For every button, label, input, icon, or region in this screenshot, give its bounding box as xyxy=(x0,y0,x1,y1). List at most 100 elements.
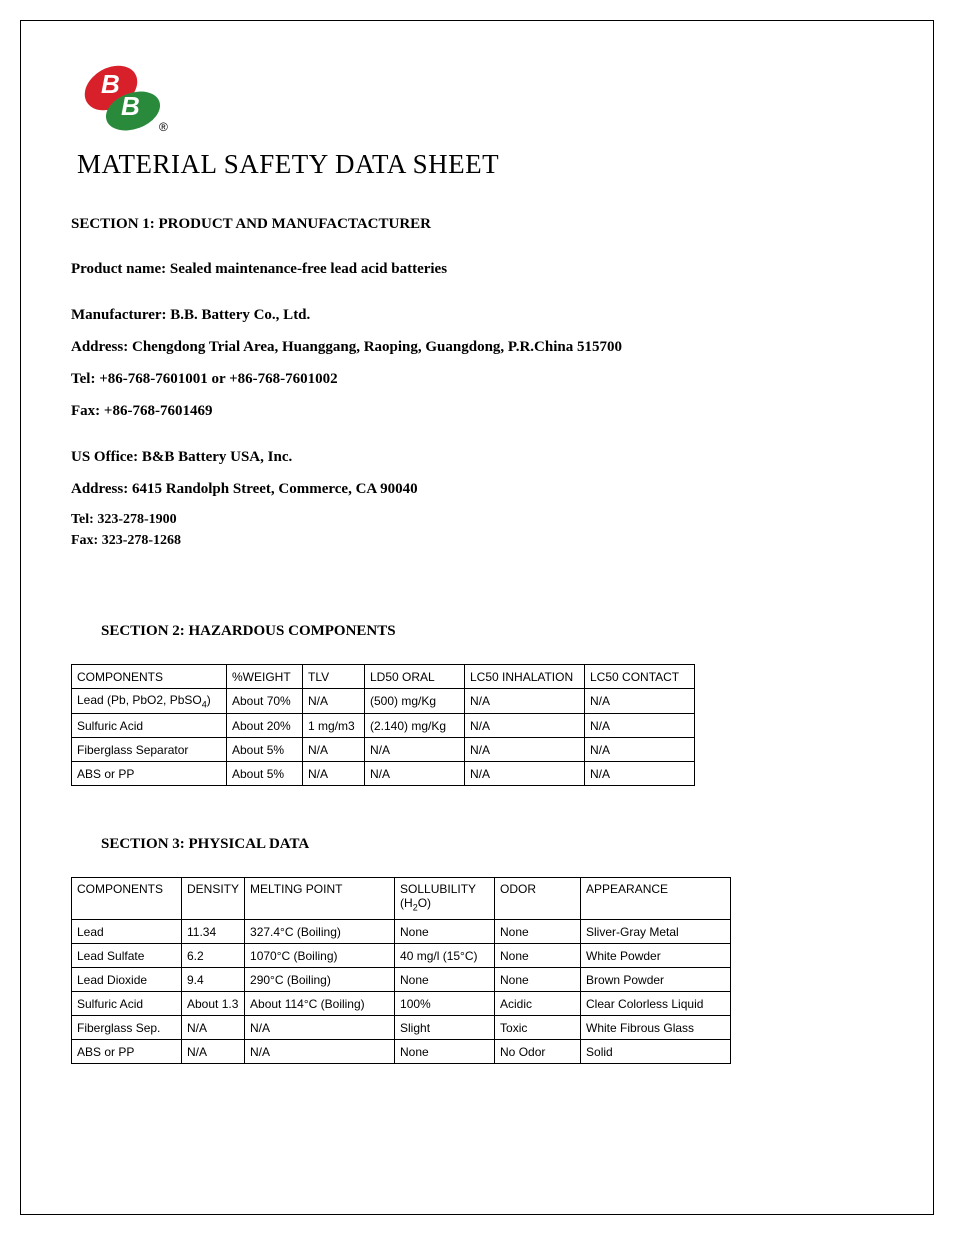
table-cell: About 5% xyxy=(227,762,303,786)
table-header-cell: LC50 INHALATION xyxy=(465,665,585,689)
table-cell: None xyxy=(395,1040,495,1064)
table-header-cell: LC50 CONTACT xyxy=(585,665,695,689)
table-row: Lead Dioxide9.4290°C (Boiling)NoneNoneBr… xyxy=(72,968,731,992)
table-cell: N/A xyxy=(182,1040,245,1064)
table-row: Sulfuric AcidAbout 1.3About 114°C (Boili… xyxy=(72,992,731,1016)
section-3-title: SECTION 3: PHYSICAL DATA xyxy=(101,836,883,853)
table-cell: 9.4 xyxy=(182,968,245,992)
table-cell: Sulfuric Acid xyxy=(72,992,182,1016)
table-cell: None xyxy=(495,968,581,992)
product-name-value: Sealed maintenance-free lead acid batter… xyxy=(170,261,447,277)
us-office-block: US Office: B&B Battery USA, Inc. Address… xyxy=(71,445,883,551)
us-address-value: 6415 Randolph Street, Commerce, CA 90040 xyxy=(132,481,418,497)
table-cell: N/A xyxy=(303,762,365,786)
table-cell: N/A xyxy=(365,738,465,762)
table-cell: N/A xyxy=(465,762,585,786)
table-cell: Sliver-Gray Metal xyxy=(581,920,731,944)
table-header-cell: SOLLUBILITY(H2O) xyxy=(395,878,495,920)
table-cell: Clear Colorless Liquid xyxy=(581,992,731,1016)
table-cell: White Fibrous Glass xyxy=(581,1016,731,1040)
product-name-line: Product name: Sealed maintenance-free le… xyxy=(71,257,883,281)
manufacturer-line: Manufacturer: B.B. Battery Co., Ltd. xyxy=(71,303,883,327)
bb-logo-icon: B B ® xyxy=(77,61,177,143)
table-cell: About 70% xyxy=(227,689,303,714)
us-tel-label: Tel: xyxy=(71,512,97,527)
table-cell: About 1.3 xyxy=(182,992,245,1016)
us-office-value: B&B Battery USA, Inc. xyxy=(142,449,292,465)
table-header-cell: APPEARANCE xyxy=(581,878,731,920)
table-cell: N/A xyxy=(465,738,585,762)
fax-label: Fax: xyxy=(71,403,104,419)
table-cell: ABS or PP xyxy=(72,762,227,786)
table-cell: N/A xyxy=(365,762,465,786)
us-address-line: Address: 6415 Randolph Street, Commerce,… xyxy=(71,477,883,501)
table-cell: 290°C (Boiling) xyxy=(245,968,395,992)
table-cell: N/A xyxy=(465,689,585,714)
us-tel-line: Tel: 323-278-1900 xyxy=(71,509,883,530)
table-cell: 1070°C (Boiling) xyxy=(245,944,395,968)
us-office-line: US Office: B&B Battery USA, Inc. xyxy=(71,445,883,469)
table-header-cell: %WEIGHT xyxy=(227,665,303,689)
table-cell: White Powder xyxy=(581,944,731,968)
table-row: ABS or PPN/AN/ANoneNo OdorSolid xyxy=(72,1040,731,1064)
table-cell: N/A xyxy=(585,738,695,762)
table-row: Lead Sulfate6.21070°C (Boiling)40 mg/l (… xyxy=(72,944,731,968)
table-header-cell: TLV xyxy=(303,665,365,689)
table-cell: None xyxy=(495,944,581,968)
table-cell: N/A xyxy=(585,714,695,738)
section-2-table-wrap: COMPONENTS%WEIGHTTLVLD50 ORALLC50 INHALA… xyxy=(71,664,883,786)
table-cell: Fiberglass Sep. xyxy=(72,1016,182,1040)
us-office-label: US Office: xyxy=(71,449,142,465)
logo: B B ® xyxy=(77,61,883,143)
product-name-block: Product name: Sealed maintenance-free le… xyxy=(71,257,883,281)
table-header-cell: MELTING POINT xyxy=(245,878,395,920)
svg-text:B: B xyxy=(121,91,140,121)
table-cell: About 5% xyxy=(227,738,303,762)
page-border: B B ® MATERIAL SAFETY DATA SHEET SECTION… xyxy=(20,20,934,1215)
table-cell: About 20% xyxy=(227,714,303,738)
address-value: Chengdong Trial Area, Huanggang, Raoping… xyxy=(132,339,622,355)
product-name-label: Product name: xyxy=(71,261,170,277)
table-cell: 327.4°C (Boiling) xyxy=(245,920,395,944)
table-cell: None xyxy=(395,968,495,992)
table-cell: N/A xyxy=(245,1040,395,1064)
table-cell: 6.2 xyxy=(182,944,245,968)
table-cell: Fiberglass Separator xyxy=(72,738,227,762)
address-label: Address: xyxy=(71,339,132,355)
table-cell: Solid xyxy=(581,1040,731,1064)
table-cell: Lead Sulfate xyxy=(72,944,182,968)
table-cell: Toxic xyxy=(495,1016,581,1040)
table-header-row: COMPONENTS%WEIGHTTLVLD50 ORALLC50 INHALA… xyxy=(72,665,695,689)
table-header-cell: LD50 ORAL xyxy=(365,665,465,689)
section-1-title: SECTION 1: PRODUCT AND MANUFACTACTURER xyxy=(71,216,883,233)
page: B B ® MATERIAL SAFETY DATA SHEET SECTION… xyxy=(0,0,954,1235)
table-header-cell: DENSITY xyxy=(182,878,245,920)
document-title: MATERIAL SAFETY DATA SHEET xyxy=(77,149,883,180)
manufacturer-value: B.B. Battery Co., Ltd. xyxy=(170,307,310,323)
table-header-cell: COMPONENTS xyxy=(72,878,182,920)
table-header-row: COMPONENTSDENSITYMELTING POINTSOLLUBILIT… xyxy=(72,878,731,920)
table-cell: About 114°C (Boiling) xyxy=(245,992,395,1016)
manufacturer-label: Manufacturer: xyxy=(71,307,170,323)
us-fax-value: 323-278-1268 xyxy=(102,533,181,548)
table-cell: N/A xyxy=(303,738,365,762)
table-cell: None xyxy=(395,920,495,944)
fax-value: +86-768-7601469 xyxy=(104,403,213,419)
table-cell: (500) mg/Kg xyxy=(365,689,465,714)
table-cell: ABS or PP xyxy=(72,1040,182,1064)
svg-text:B: B xyxy=(101,69,120,99)
table-row: Fiberglass SeparatorAbout 5%N/AN/AN/AN/A xyxy=(72,738,695,762)
table-cell: N/A xyxy=(245,1016,395,1040)
table-cell: N/A xyxy=(182,1016,245,1040)
physical-data-table: COMPONENTSDENSITYMELTING POINTSOLLUBILIT… xyxy=(71,877,731,1064)
table-cell: 100% xyxy=(395,992,495,1016)
table-row: ABS or PPAbout 5%N/AN/AN/AN/A xyxy=(72,762,695,786)
table-header-cell: ODOR xyxy=(495,878,581,920)
section-2-title: SECTION 2: HAZARDOUS COMPONENTS xyxy=(101,623,883,640)
table-cell: None xyxy=(495,920,581,944)
table-cell: Slight xyxy=(395,1016,495,1040)
tel-line: Tel: +86-768-7601001 or +86-768-7601002 xyxy=(71,367,883,391)
table-cell: N/A xyxy=(585,762,695,786)
table-row: Lead11.34327.4°C (Boiling)NoneNoneSliver… xyxy=(72,920,731,944)
table-cell: 40 mg/l (15°C) xyxy=(395,944,495,968)
